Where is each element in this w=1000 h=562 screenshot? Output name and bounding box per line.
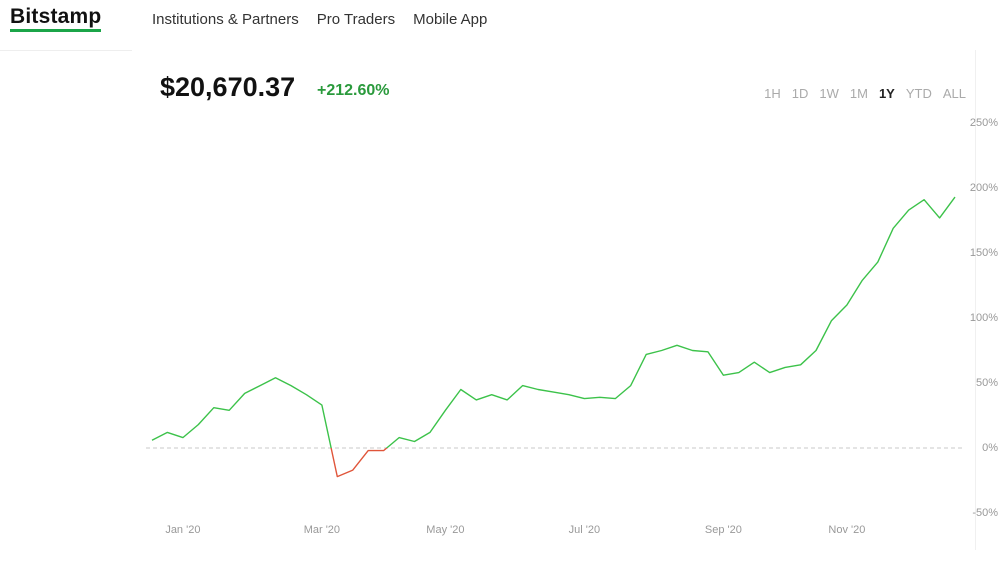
y-tick-label: 100% <box>970 312 998 324</box>
y-tick-label: 250% <box>970 117 998 129</box>
x-tick-label: Mar '20 <box>304 524 340 536</box>
price-line <box>151 196 956 478</box>
timeframe-button[interactable]: 1Y <box>878 86 895 101</box>
x-tick-label: Jul '20 <box>569 524 600 536</box>
top-bar: Bitstamp Institutions & Partners Pro Trad… <box>0 0 1000 51</box>
timeframe-button[interactable]: ALL <box>942 86 966 101</box>
y-tick-label: 50% <box>976 377 998 389</box>
nav-link[interactable]: Institutions & Partners <box>152 11 299 28</box>
y-tick-label: -50% <box>972 507 998 519</box>
divider <box>975 50 976 550</box>
price-change: +212.60% <box>317 82 390 99</box>
timeframe-button[interactable]: 1M <box>849 86 868 101</box>
y-tick-label: 150% <box>970 247 998 259</box>
timeframe-button[interactable]: 1W <box>819 86 839 101</box>
nav: Institutions & Partners Pro Traders Mobile… <box>152 11 487 28</box>
x-tick-label: May '20 <box>426 524 464 536</box>
nav-link[interactable]: Mobile App <box>413 11 488 28</box>
x-tick-label: Sep '20 <box>705 524 742 536</box>
y-tick-label: 200% <box>970 182 998 194</box>
price: $20,670.37 <box>160 72 296 102</box>
nav-link[interactable]: Pro Traders <box>316 11 396 28</box>
timeframe-selector: 1H 1D 1W 1M 1Y YTD ALL <box>764 86 966 101</box>
timeframe-button[interactable]: 1H <box>764 86 781 101</box>
x-tick-label: Nov '20 <box>828 524 865 536</box>
timeframe-button[interactable]: YTD <box>905 86 932 101</box>
y-tick-label: 0% <box>982 442 998 454</box>
x-tick-label: Jan '20 <box>165 524 200 536</box>
logo[interactable]: Bitstamp <box>10 6 102 32</box>
divider <box>0 50 132 51</box>
timeframe-button[interactable]: 1D <box>791 86 809 101</box>
